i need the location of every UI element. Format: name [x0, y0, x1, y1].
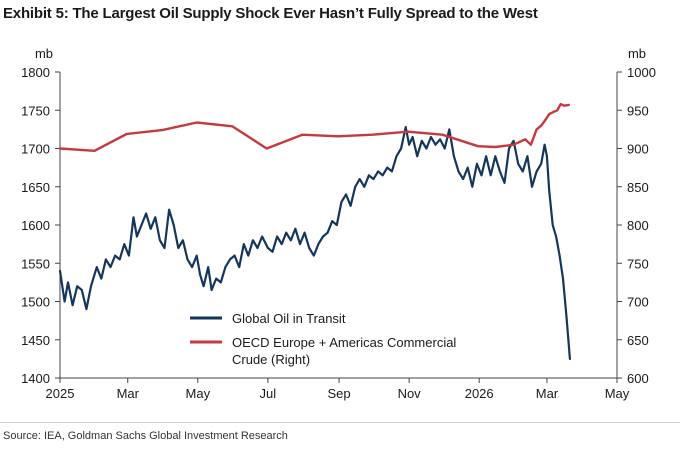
left-axis-tick-label: 1700: [21, 142, 50, 157]
right-axis-tick-label: 1000: [627, 65, 656, 80]
left-axis-tick-label: 1550: [21, 256, 50, 271]
x-axis-tick-label: Sep: [328, 386, 351, 401]
axes: mb mb 1400 1450 1500 1550 1600 1650 1700 1750 1800…: [21, 46, 656, 401]
left-axis-tick-label: 1500: [21, 295, 50, 310]
right-axis-tick-label: 900: [627, 142, 649, 157]
x-axis-tick-label: Jul: [260, 386, 277, 401]
left-axis-tick-label: 1800: [21, 65, 50, 80]
legend-label-oecd-commercial-crude-line2: Crude (Right): [232, 352, 310, 367]
series-line-oecd-commercial-crude: [58, 102, 570, 153]
divider: [0, 422, 680, 423]
right-axis-tick-label: 850: [627, 180, 649, 195]
left-axis-tick-label: 1650: [21, 180, 50, 195]
right-axis-tick-label: 600: [627, 371, 649, 386]
series-line-global-oil-in-transit: [58, 125, 572, 360]
x-axis-tick-label: May: [186, 386, 211, 401]
x-axis-tick-label: 2025: [46, 386, 75, 401]
legend-label-oecd-commercial-crude: OECD Europe + Americas Commercial: [232, 335, 456, 350]
legend: Global Oil in Transit OECD Europe + Ameri…: [190, 311, 456, 367]
exhibit-title: Exhibit 5: The Largest Oil Supply Shock …: [3, 5, 538, 22]
source-note: Source: IEA, Goldman Sachs Global Invest…: [3, 430, 288, 442]
left-axis-tick-label: 1450: [21, 333, 50, 348]
legend-label-global-oil-in-transit: Global Oil in Transit: [232, 311, 346, 326]
right-axis-tick-label: 950: [627, 103, 649, 118]
left-axis-tick-label: 1600: [21, 218, 50, 233]
x-axis-tick-label: Mar: [536, 386, 559, 401]
x-axis-tick-label: May: [605, 386, 630, 401]
x-axis-tick-label: Mar: [117, 386, 140, 401]
left-axis-unit-label: mb: [35, 46, 53, 61]
left-axis-tick-label: 1400: [21, 371, 50, 386]
series-layer: [58, 102, 572, 360]
right-axis-tick-label: 750: [627, 256, 649, 271]
right-axis-tick-label: 700: [627, 295, 649, 310]
right-axis-tick-label: 800: [627, 218, 649, 233]
right-axis-unit-label: mb: [628, 46, 646, 61]
right-axis-tick-label: 650: [627, 333, 649, 348]
chart: mb mb 1400 1450 1500 1550 1600 1650 1700 1750 1800…: [21, 46, 656, 401]
left-axis-tick-label: 1750: [21, 103, 50, 118]
x-axis-tick-label: Nov: [398, 386, 422, 401]
x-axis-tick-label: 2026: [465, 386, 494, 401]
